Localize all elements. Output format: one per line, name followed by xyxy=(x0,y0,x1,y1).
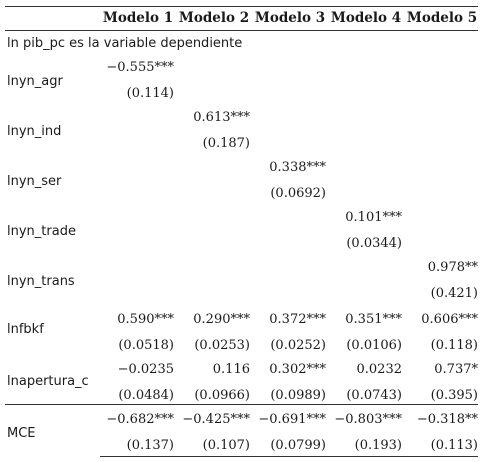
coefficient-cell: 0.978** xyxy=(427,260,478,275)
top-rule-models xyxy=(100,6,478,7)
coefficient-cell: −0.0235 xyxy=(117,362,174,377)
standard-error-cell: (0.395) xyxy=(430,388,478,403)
standard-error-cell: (0.193) xyxy=(354,438,402,453)
standard-error-cell: (0.187) xyxy=(202,136,250,151)
standard-error-cell: (0.118) xyxy=(430,338,478,353)
coefficient-cell: 0.290*** xyxy=(193,312,250,327)
standard-error-cell: (0.0106) xyxy=(346,338,402,353)
coefficient-cell: −0.803*** xyxy=(334,412,402,427)
standard-error-cell: (0.0484) xyxy=(118,388,174,403)
standard-error-cell: (0.137) xyxy=(126,438,174,453)
column-header-4: Modelo 4 xyxy=(330,10,402,26)
coefficient-cell: −0.691*** xyxy=(258,412,326,427)
standard-error-cell: (0.0252) xyxy=(270,338,326,353)
coefficient-cell: −0.682*** xyxy=(106,412,174,427)
coefficient-cell: 0.0232 xyxy=(356,362,403,377)
standard-error-cell: (0.0966) xyxy=(194,388,250,403)
coefficient-cell: 0.338*** xyxy=(269,160,326,175)
row-label: lnyn_agr xyxy=(7,74,63,89)
standard-error-cell: (0.0799) xyxy=(270,438,326,453)
top-rule xyxy=(5,6,100,7)
row-label: lnyn_trans xyxy=(7,274,75,289)
coefficient-cell: 0.372*** xyxy=(269,312,326,327)
standard-error-cell: (0.107) xyxy=(202,438,250,453)
row-label: lnyn_ser xyxy=(7,174,62,189)
standard-error-cell: (0.0344) xyxy=(346,236,402,251)
coefficient-cell: −0.425*** xyxy=(182,412,250,427)
standard-error-cell: (0.0253) xyxy=(194,338,250,353)
row-label: lnyn_ind xyxy=(7,124,62,139)
coefficient-cell: 0.101*** xyxy=(345,210,402,225)
column-header-3: Modelo 3 xyxy=(254,10,326,26)
coefficient-cell: −0.555*** xyxy=(106,60,174,75)
dependent-variable-note: ln pib_pc es la variable dependiente xyxy=(7,36,243,51)
standard-error-cell: (0.114) xyxy=(126,86,174,101)
row-label: lnapertura_c xyxy=(7,374,89,389)
standard-error-cell: (0.0989) xyxy=(270,388,326,403)
coefficient-cell: 0.302*** xyxy=(269,362,326,377)
coefficient-cell: 0.606*** xyxy=(421,312,478,327)
coefficient-cell: 0.590*** xyxy=(117,312,174,327)
coefficient-cell: −0.318** xyxy=(416,412,478,427)
header-rule xyxy=(5,30,478,31)
standard-error-cell: (0.113) xyxy=(430,438,478,453)
mce-rule xyxy=(5,404,478,405)
standard-error-cell: (0.0743) xyxy=(346,388,402,403)
coefficient-cell: 0.351*** xyxy=(345,312,402,327)
row-label: MCE xyxy=(7,426,36,441)
coefficient-cell: 0.116 xyxy=(212,362,250,377)
row-label: lnyn_trade xyxy=(7,224,76,239)
standard-error-cell: (0.421) xyxy=(430,286,478,301)
coefficient-cell: 0.737* xyxy=(434,362,478,377)
standard-error-cell: (0.0518) xyxy=(118,338,174,353)
column-header-1: Modelo 1 xyxy=(102,10,174,26)
standard-error-cell: (0.0692) xyxy=(270,186,326,201)
column-header-5: Modelo 5 xyxy=(406,10,478,26)
bottom-rule xyxy=(100,456,478,457)
row-label: lnfbkf xyxy=(7,322,44,337)
coefficient-cell: 0.613*** xyxy=(193,110,250,125)
column-header-2: Modelo 2 xyxy=(178,10,250,26)
